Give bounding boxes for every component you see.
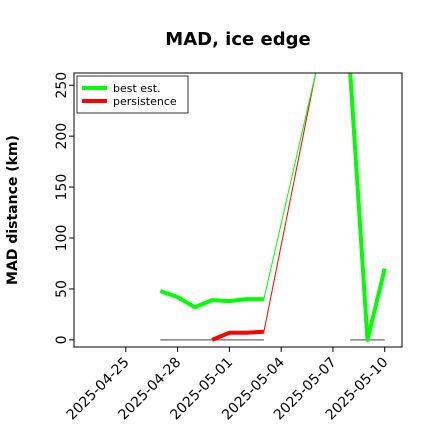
plot-frame [73,72,403,348]
legend: best est. persistence [76,75,189,114]
plot-area: 0501001502002502025-04-252025-04-282025-… [54,72,392,424]
y-tick-label: 150 [54,174,70,201]
series-persistence-line [211,329,265,342]
chart-title: MAD, ice edge [165,29,310,50]
legend-box [76,75,189,114]
legend-label-persistence: persistence [113,95,177,108]
y-tick-label: 200 [54,123,70,150]
series-persistence-thin-line [263,73,317,332]
plot-clip-group [159,73,387,342]
y-tick-label: 50 [54,280,70,298]
y-tick-label: 100 [54,225,70,252]
series-best-est-line [159,289,264,310]
y-tick-label: 250 [54,72,70,99]
y-tick-label: 0 [54,335,70,344]
series-best-est-thin-line [263,73,317,300]
legend-label-best-est: best est. [113,82,161,95]
y-axis-label: MAD distance (km) [5,135,21,285]
series-best-est-line-2 [348,73,387,342]
